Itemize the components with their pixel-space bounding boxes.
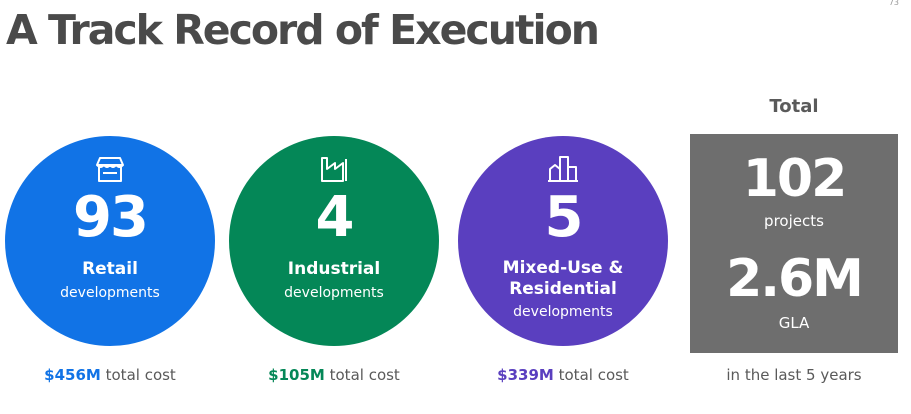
industrial-count: 4 <box>315 185 355 250</box>
mixed-use-cost-label: total cost <box>558 366 629 384</box>
page-number: 73 <box>888 0 899 7</box>
mixed-use-label-line2: Residential <box>509 279 617 299</box>
industrial-sub: developments <box>284 285 384 301</box>
retail-sub: developments <box>60 285 160 301</box>
page-title: A Track Record of Execution <box>6 6 600 54</box>
industrial-label: Industrial <box>287 259 381 279</box>
retail-cost-label: total cost <box>105 366 176 384</box>
retail-count: 93 <box>73 185 149 250</box>
total-caption: in the last 5 years <box>726 366 862 384</box>
mixed-use-cost-amount: $339M <box>497 366 554 384</box>
retail-cost: $456M total cost <box>5 366 215 384</box>
industrial-circle: 4 Industrial developments <box>229 136 439 346</box>
mixed-use-circle: 5 Mixed-Use & Residential developments <box>458 136 668 346</box>
total-projects-label: projects <box>764 212 824 230</box>
mixed-use-label-line1: Mixed-Use & <box>502 258 624 278</box>
industrial-cost-label: total cost <box>329 366 400 384</box>
storefront-icon <box>96 157 124 182</box>
industrial-cost-amount: $105M <box>268 366 325 384</box>
total-gla-number: 2.6M <box>726 249 864 309</box>
retail-circle: 93 Retail developments <box>5 136 215 346</box>
factory-icon <box>321 157 347 182</box>
retail-label: Retail <box>82 259 138 279</box>
total-projects-number: 102 <box>742 149 848 209</box>
total-heading: Total <box>769 96 819 117</box>
mixed-use-sub: developments <box>513 304 613 320</box>
mixed-use-cost: $339M total cost <box>458 366 668 384</box>
retail-cost-amount: $456M <box>44 366 101 384</box>
industrial-cost: $105M total cost <box>229 366 439 384</box>
total-box: 102 projects 2.6M GLA <box>690 134 898 353</box>
buildings-icon <box>548 156 578 182</box>
total-gla-label: GLA <box>778 314 810 332</box>
mixed-use-count: 5 <box>544 185 584 250</box>
